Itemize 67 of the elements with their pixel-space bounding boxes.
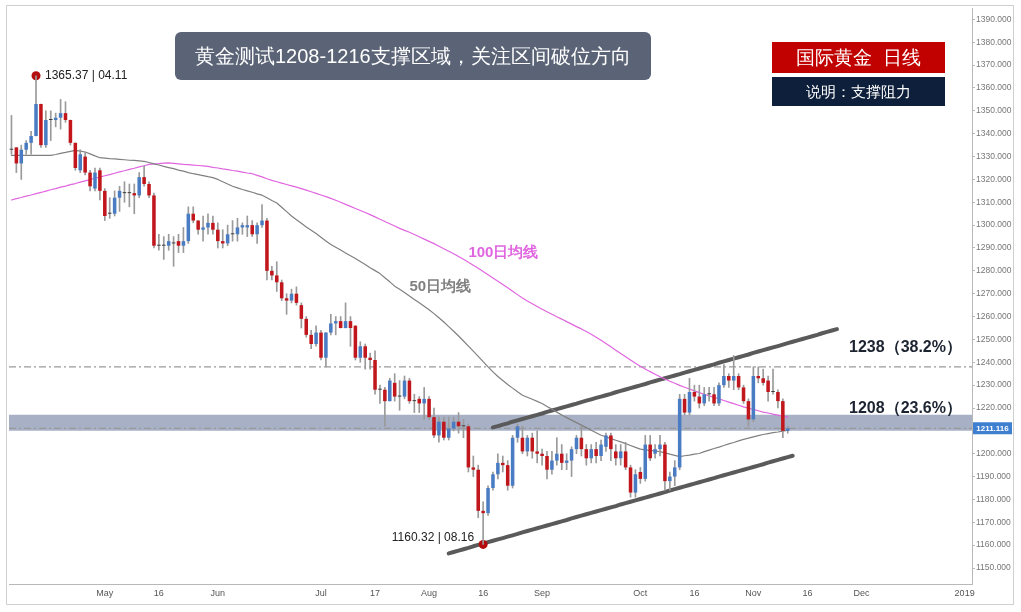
candlestick: [707, 387, 711, 402]
x-tick-label: Nov: [745, 587, 762, 598]
candlestick: [48, 110, 53, 141]
candlestick: [201, 215, 205, 242]
x-tick-label: 16: [689, 587, 700, 598]
candlestick: [668, 471, 672, 491]
ref-line-label: 1208（23.6%）: [849, 399, 962, 418]
candlestick: [535, 430, 539, 464]
y-tick-label: 1240.000: [976, 356, 1012, 367]
y-tick-label: 1290.000: [976, 242, 1012, 253]
x-tick-label: 2019: [954, 587, 975, 598]
candlestick: [206, 213, 210, 235]
candlestick: [771, 368, 775, 395]
candlestick: [501, 455, 505, 473]
y-tick-label: 1160.000: [976, 539, 1012, 550]
candlestick: [260, 204, 264, 228]
data-label: 1160.32 | 08.16: [391, 529, 475, 544]
x-tick-label: Jul: [315, 587, 327, 598]
x-tick-label: Aug: [421, 587, 438, 598]
candlestick: [471, 455, 476, 477]
note-box: 黄金测试1208-1216支撑区域，关注区间破位方向: [175, 32, 651, 80]
candlestick: [540, 448, 544, 466]
annotation: 1211.116: [976, 424, 1010, 434]
y-tick-label: 1280.000: [976, 265, 1012, 276]
x-tick-label: Dec: [853, 587, 870, 598]
y-tick-label: 1200.000: [976, 448, 1012, 459]
candlestick: [422, 387, 426, 420]
y-tick-label: 1350.000: [976, 105, 1012, 116]
x-tick-label: Jun: [210, 587, 226, 598]
y-tick-label: 1220.000: [976, 402, 1012, 413]
y-tick-label: 1150.000: [976, 562, 1012, 573]
y-tick-label: 1260.000: [976, 310, 1012, 321]
x-tick-label: May: [96, 587, 114, 598]
y-tick-label: 1270.000: [976, 288, 1012, 299]
y-tick-label: 1310.000: [976, 196, 1012, 207]
candlestick: [378, 384, 382, 404]
annotation: 黄金测试1208-1216支撑区域，关注区间破位方向: [195, 44, 631, 68]
series-label: 50日均线: [409, 277, 472, 294]
title-box: 国际黄金 日线: [772, 42, 945, 73]
x-tick-label: 16: [802, 587, 813, 598]
y-tick-label: 1230.000: [976, 379, 1012, 390]
y-tick-label: 1190.000: [976, 470, 1012, 481]
ref-line-label: 1238（38.2%）: [849, 337, 962, 356]
candlestick: [417, 396, 422, 413]
y-tick-label: 1300.000: [976, 219, 1012, 230]
series-label: 100日均线: [468, 243, 539, 261]
x-tick-label: 16: [153, 587, 164, 598]
y-tick-label: 1390.000: [976, 13, 1012, 24]
x-tick-label: Sep: [534, 587, 551, 598]
y-tick-label: 1360.000: [976, 82, 1012, 93]
subtitle-box: 说明：支撑阻力: [772, 77, 945, 106]
candlestick: [275, 261, 279, 292]
y-tick-label: 1370.000: [976, 59, 1012, 70]
x-tick-label: Oct: [633, 587, 648, 598]
data-label: 1365.37 | 04.11: [45, 68, 128, 83]
candlestick: [481, 501, 485, 545]
y-tick-label: 1340.000: [976, 128, 1012, 139]
x-tick-label: 17: [370, 587, 381, 598]
y-tick-label: 1380.000: [976, 36, 1012, 47]
candlestick: [658, 435, 662, 457]
y-tick-label: 1180.000: [976, 493, 1012, 504]
y-tick-label: 1170.000: [976, 516, 1012, 527]
y-tick-label: 1330.000: [976, 150, 1012, 161]
x-tick-label: 16: [478, 587, 489, 598]
candlestick: [333, 316, 338, 336]
y-tick-label: 1320.000: [976, 173, 1012, 184]
y-tick-label: 1250.000: [976, 333, 1012, 344]
